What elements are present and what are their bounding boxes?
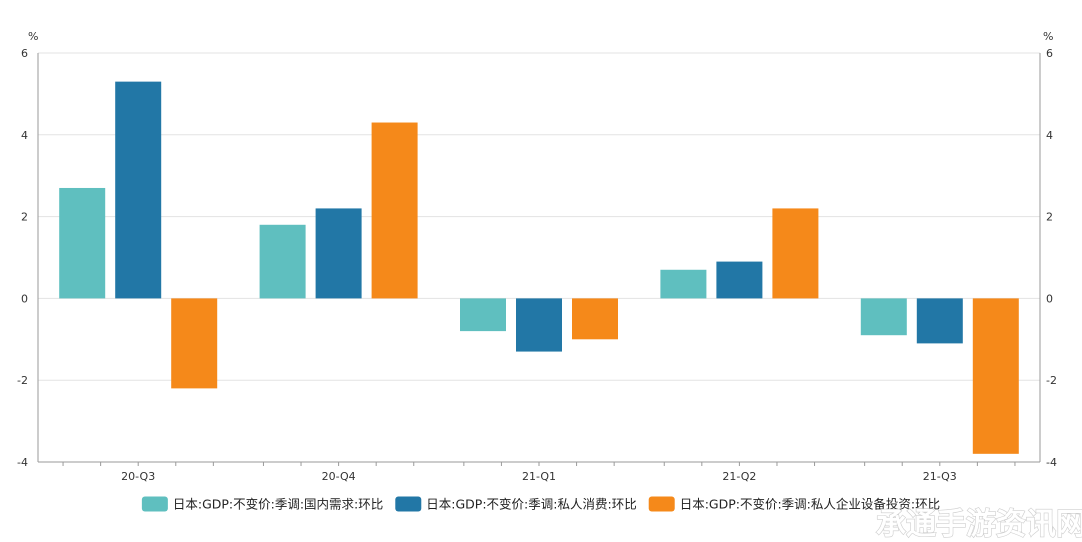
y-tick-label-left: -4 (17, 456, 28, 469)
watermark: 承通手游资讯网 (876, 507, 1082, 542)
y-tick-label-left: 6 (21, 47, 28, 60)
legend-item-3[interactable]: 日本:GDP:不变价:季调:私人企业设备投资:环比 (648, 496, 940, 512)
legend-label: 日本:GDP:不变价:季调:私人企业设备投资:环比 (680, 497, 940, 512)
y-tick-label-right: -4 (1046, 456, 1057, 469)
bar-21-Q1-series-2 (516, 298, 562, 352)
x-tick-label: 21-Q1 (522, 470, 556, 483)
y-tick-label-left: 0 (21, 292, 28, 305)
legend-swatch (395, 496, 422, 512)
bar-21-Q3-series-3 (972, 298, 1019, 454)
legend-swatch (648, 496, 675, 512)
bar-21-Q3-series-1 (860, 298, 907, 336)
x-tick-label: 20-Q3 (121, 470, 155, 483)
bar-21-Q2-series-2 (716, 261, 763, 299)
x-tick-label: 21-Q3 (923, 470, 957, 483)
axes: -4 -4 -2 -2 0 0 2 2 4 4 6 6 20-Q3 20-Q4 21-Q1 21-Q2 21-Q… (17, 47, 1057, 483)
x-tick-label: 21-Q2 (722, 470, 756, 483)
legend-swatch (141, 496, 168, 512)
bar-21-Q2-series-3 (772, 208, 819, 299)
legend-label: 日本:GDP:不变价:季调:国内需求:环比 (173, 497, 383, 512)
right-axis-unit: % (1043, 30, 1053, 43)
y-tick-label-right: 2 (1046, 211, 1053, 224)
legend-label: 日本:GDP:不变价:季调:私人消费:环比 (426, 497, 636, 512)
y-tick-label-left: 4 (21, 129, 28, 142)
y-tick-label-right: 0 (1046, 292, 1053, 305)
bars (59, 81, 1019, 454)
y-tick-label-left: -2 (17, 374, 28, 387)
legend[interactable]: 日本:GDP:不变价:季调:国内需求:环比 日本:GDP:不变价:季调:私人消费:… (141, 496, 940, 512)
bar-21-Q1-series-3 (572, 298, 618, 340)
bar-20-Q3-series-1 (59, 187, 106, 299)
grid-lines (38, 52, 1040, 463)
bar-20-Q3-series-2 (115, 81, 162, 299)
legend-item-2[interactable]: 日本:GDP:不变价:季调:私人消费:环比 (395, 496, 637, 512)
y-tick-label-right: 4 (1046, 129, 1053, 142)
bar-21-Q3-series-2 (916, 298, 963, 344)
x-tick-label: 20-Q4 (322, 470, 356, 483)
bar-20-Q4-series-2 (315, 208, 362, 299)
y-tick-label-right: 6 (1046, 47, 1053, 60)
y-tick-label-right: -2 (1046, 374, 1057, 387)
bar-20-Q3-series-3 (171, 298, 218, 389)
left-axis-unit: % (28, 30, 38, 43)
bar-20-Q4-series-1 (259, 224, 306, 299)
bar-20-Q4-series-3 (371, 122, 418, 299)
bar-21-Q2-series-1 (660, 269, 707, 299)
legend-item-1[interactable]: 日本:GDP:不变价:季调:国内需求:环比 (141, 496, 383, 512)
y-tick-label-left: 2 (21, 211, 28, 224)
bar-21-Q1-series-1 (460, 298, 506, 332)
